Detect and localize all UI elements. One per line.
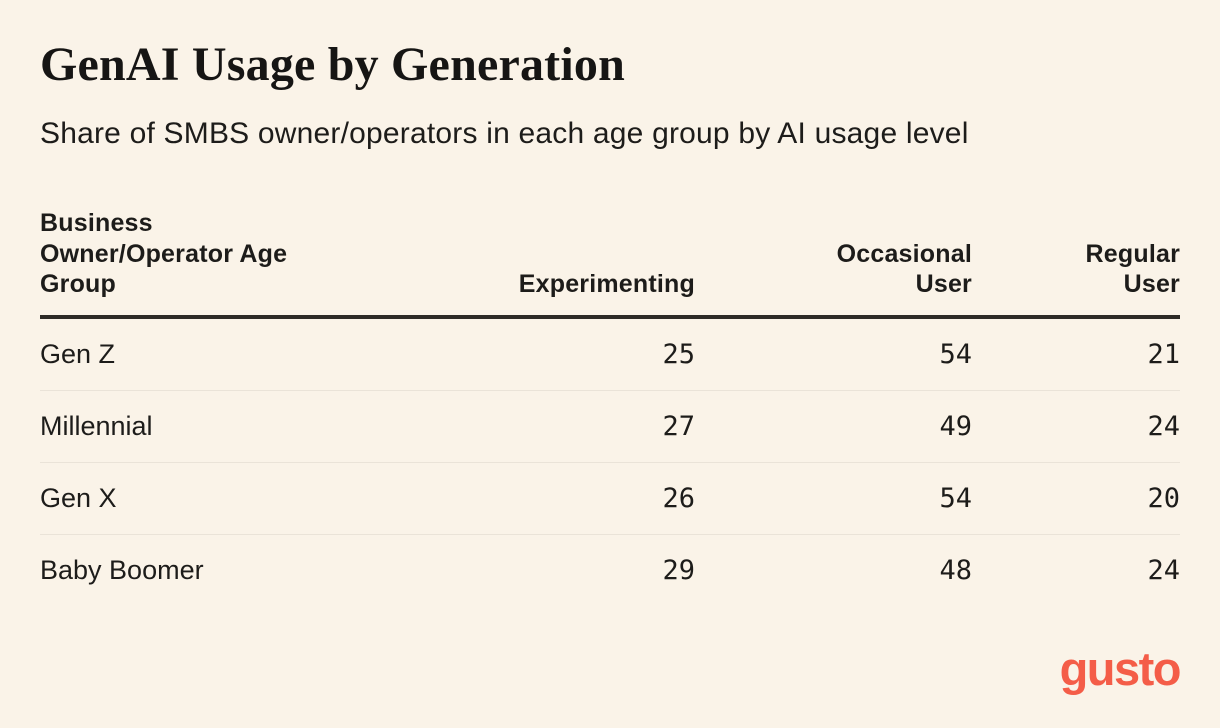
cell-occasional-user: 49: [695, 390, 972, 463]
page-subtitle: Share of SMBS owner/operators in each ag…: [40, 117, 969, 151]
column-header-regular-user: Regular User: [972, 208, 1180, 319]
table-row-gen-z: Gen Z 25 54 21: [40, 316, 1180, 391]
table-row-baby-boomer: Baby Boomer 29 48 24: [40, 534, 1180, 606]
column-header-occasional-user-label: Occasional User: [836, 239, 972, 299]
cell-occasional-user: 54: [695, 462, 972, 535]
column-header-age-group: Business Owner/Operator Age Group: [40, 208, 370, 319]
row-label: Gen X: [40, 462, 370, 535]
infographic-page: GenAI Usage by Generation Share of SMBS …: [40, 38, 1180, 606]
cell-experimenting: 27: [370, 390, 695, 463]
column-header-age-group-label: Business Owner/Operator Age Group: [40, 209, 288, 299]
gusto-logo: gusto: [1059, 642, 1182, 695]
cell-experimenting: 26: [370, 462, 695, 535]
cell-regular-user: 20: [972, 462, 1180, 535]
table-row-gen-x: Gen X 26 54 20: [40, 462, 1180, 535]
table-row-millennial: Millennial 27 49 24: [40, 390, 1180, 463]
cell-regular-user: 24: [972, 390, 1180, 463]
row-label: Baby Boomer: [40, 554, 204, 585]
cell-occasional-user: 48: [939, 554, 972, 586]
column-header-regular-user-label: Regular User: [1085, 239, 1180, 299]
page-title: GenAI Usage by Generation: [40, 38, 625, 91]
cell-regular-user: 21: [972, 316, 1180, 391]
row-label: Millennial: [40, 390, 370, 463]
column-header-experimenting: Experimenting: [370, 208, 695, 319]
cell-regular-user: 24: [1147, 554, 1180, 586]
genai-usage-table: Business Owner/Operator Age Group Experi…: [40, 208, 1180, 606]
column-header-occasional-user: Occasional User: [695, 208, 972, 319]
row-label: Gen Z: [40, 316, 370, 391]
cell-experimenting: 29: [662, 554, 695, 586]
table-header-row: Business Owner/Operator Age Group Experi…: [40, 208, 1180, 319]
column-header-experimenting-label: Experimenting: [518, 270, 695, 299]
cell-experimenting: 25: [370, 316, 695, 391]
cell-occasional-user: 54: [695, 316, 972, 391]
